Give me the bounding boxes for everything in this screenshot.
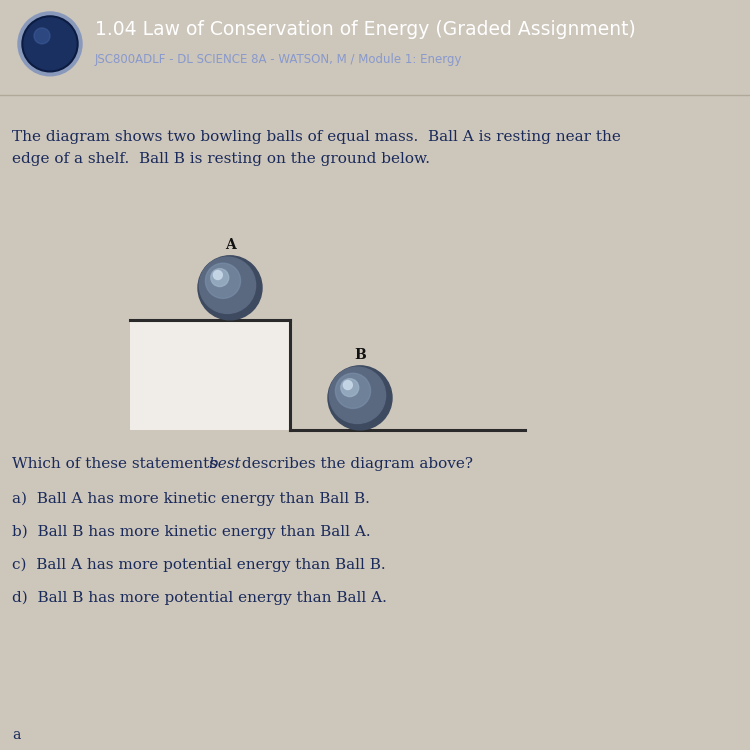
Text: a: a — [12, 728, 20, 742]
Circle shape — [329, 368, 386, 424]
Circle shape — [198, 256, 262, 320]
Circle shape — [22, 16, 78, 72]
Text: JSC800ADLF - DL SCIENCE 8A - WATSON, M / Module 1: Energy: JSC800ADLF - DL SCIENCE 8A - WATSON, M /… — [95, 53, 463, 66]
Text: c)  Ball A has more potential energy than Ball B.: c) Ball A has more potential energy than… — [12, 558, 386, 572]
Circle shape — [34, 28, 50, 44]
Text: edge of a shelf.  Ball B is resting on the ground below.: edge of a shelf. Ball B is resting on th… — [12, 152, 430, 166]
Circle shape — [200, 257, 256, 313]
Text: describes the diagram above?: describes the diagram above? — [237, 457, 473, 471]
Circle shape — [18, 12, 82, 76]
Text: a)  Ball A has more kinetic energy than Ball B.: a) Ball A has more kinetic energy than B… — [12, 492, 370, 506]
Text: b)  Ball B has more kinetic energy than Ball A.: b) Ball B has more kinetic energy than B… — [12, 525, 370, 539]
Text: d)  Ball B has more potential energy than Ball A.: d) Ball B has more potential energy than… — [12, 591, 387, 605]
Text: best: best — [208, 457, 241, 471]
Circle shape — [344, 380, 352, 389]
Circle shape — [24, 18, 76, 70]
Circle shape — [340, 379, 358, 397]
Circle shape — [213, 271, 222, 280]
Text: B: B — [354, 348, 366, 361]
Circle shape — [206, 263, 241, 298]
Text: A: A — [225, 238, 236, 252]
Text: The diagram shows two bowling balls of equal mass.  Ball A is resting near the: The diagram shows two bowling balls of e… — [12, 130, 621, 144]
Circle shape — [211, 268, 229, 286]
Circle shape — [328, 366, 392, 430]
Circle shape — [335, 374, 370, 409]
Bar — [130, 320, 290, 430]
Text: 1.04 Law of Conservation of Energy (Graded Assignment): 1.04 Law of Conservation of Energy (Grad… — [95, 20, 636, 40]
Text: Which of these statements: Which of these statements — [12, 457, 222, 471]
